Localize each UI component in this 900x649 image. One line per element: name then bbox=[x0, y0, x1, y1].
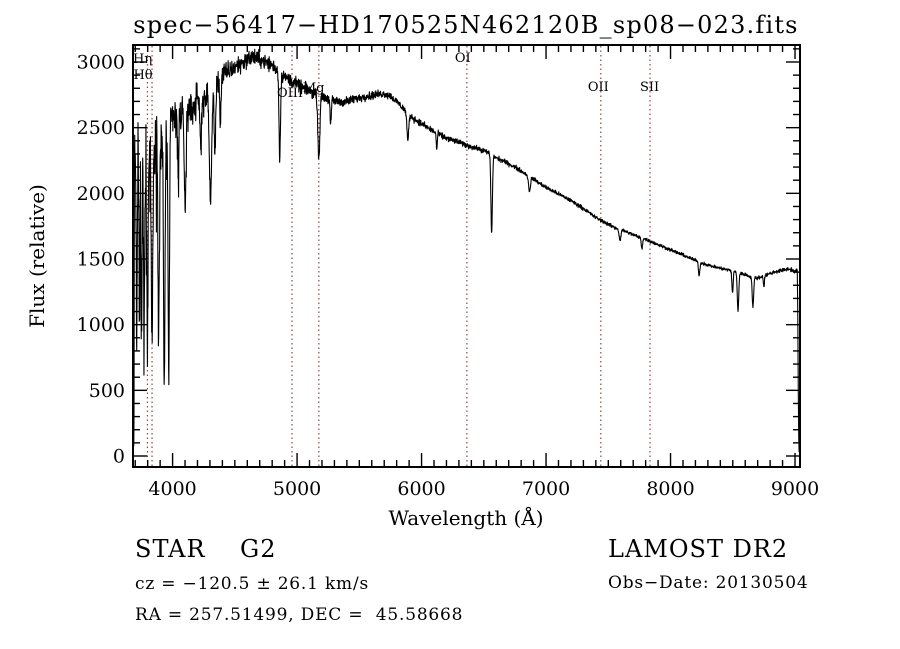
line-label-Hθ: Hθ bbox=[133, 68, 152, 83]
y-axis-tick-labels: 0 500 1000 1500 2000 2500 3000 bbox=[77, 52, 125, 468]
spectrum-trace bbox=[133, 48, 800, 453]
y-tick-label: 500 bbox=[89, 380, 125, 402]
x-axis-label: Wavelength (Å) bbox=[388, 505, 543, 530]
x-tick-label: 4000 bbox=[148, 478, 196, 500]
axis-ticks bbox=[133, 45, 800, 467]
y-tick-label: 0 bbox=[113, 446, 125, 468]
x-tick-label: 5000 bbox=[273, 478, 321, 500]
y-tick-label: 1500 bbox=[77, 249, 125, 271]
x-tick-label: 7000 bbox=[522, 478, 570, 500]
x-axis-tick-labels: 4000 5000 6000 7000 8000 9000 bbox=[148, 478, 819, 500]
line-label-SII: SII bbox=[640, 80, 659, 95]
y-tick-label: 2000 bbox=[77, 183, 125, 205]
x-tick-label: 8000 bbox=[646, 478, 694, 500]
cz-value: cz = −120.5 ± 26.1 km/s bbox=[135, 574, 369, 594]
line-label-Hη: Hη bbox=[133, 52, 152, 67]
y-axis-label: Flux (relative) bbox=[25, 184, 49, 328]
line-label-OII: OII bbox=[588, 80, 609, 95]
object-class-label: STAR G2 bbox=[135, 535, 277, 563]
line-label-OIII: OIII bbox=[277, 86, 303, 101]
line-label-Mg: Mg bbox=[303, 81, 325, 96]
plot-title: spec−56417−HD170525N462120B_sp08−023.fit… bbox=[133, 11, 798, 39]
x-tick-label: 6000 bbox=[397, 478, 445, 500]
spectral-line-markers bbox=[146, 46, 651, 466]
survey-label: LAMOST DR2 bbox=[608, 535, 788, 563]
obs-date-value: Obs−Date: 20130504 bbox=[608, 573, 809, 593]
plot-frame bbox=[132, 44, 801, 468]
y-tick-label: 3000 bbox=[77, 52, 125, 74]
y-tick-label: 2500 bbox=[77, 117, 125, 139]
x-tick-label: 9000 bbox=[771, 478, 819, 500]
ra-dec-value: RA = 257.51499, DEC = 45.58668 bbox=[135, 605, 463, 625]
y-tick-label: 1000 bbox=[77, 314, 125, 336]
line-label-OI: OI bbox=[455, 51, 471, 66]
